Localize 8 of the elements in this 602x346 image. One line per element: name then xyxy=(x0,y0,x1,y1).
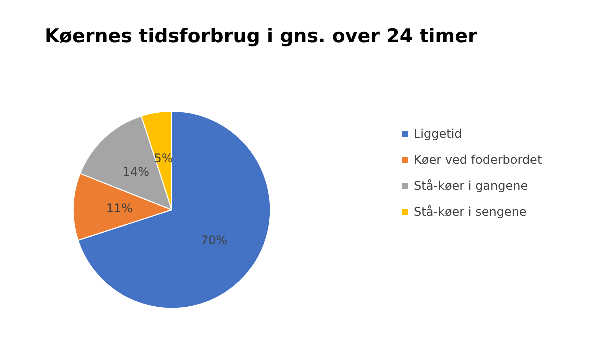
legend-label: Stå-køer i gangene xyxy=(414,179,528,193)
data-label: 11% xyxy=(106,201,134,216)
legend-label: Stå-køer i sengene xyxy=(414,205,527,219)
data-label: 14% xyxy=(122,164,150,179)
data-label: 70% xyxy=(200,234,228,248)
chart-title: Køernes tidsforbrug i gns. over 24 timer xyxy=(45,26,478,48)
legend-label: Liggetid xyxy=(414,127,462,141)
legend-label: Køer ved foderbordet xyxy=(414,153,542,167)
